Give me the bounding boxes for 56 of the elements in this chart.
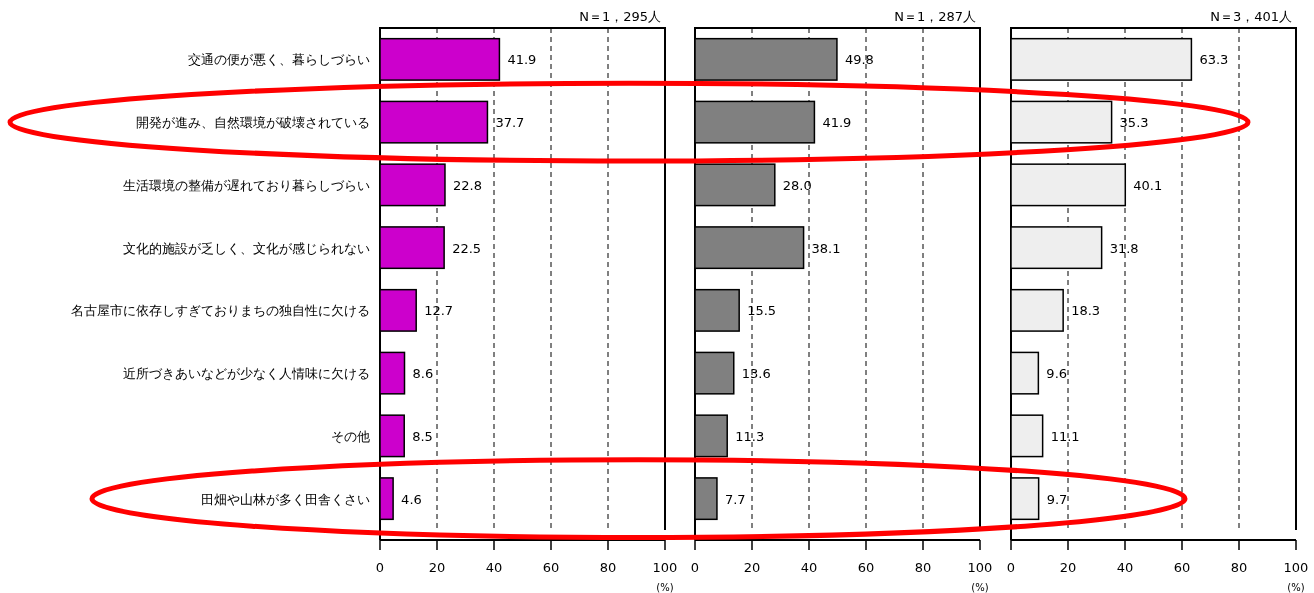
y-tick-label: 名古屋市に依存しすぎておりまちの独自性に欠ける — [71, 303, 370, 319]
x-axis-title: (%) — [1287, 582, 1305, 593]
y-tick-label: 生活環境の整備が遅れており暮らしづらい — [123, 177, 370, 193]
x-tick-label: 0 — [690, 560, 700, 575]
x-tick-label: 60 — [542, 560, 560, 575]
x-tick-label: 20 — [1059, 560, 1077, 575]
x-tick-label: 40 — [800, 560, 818, 575]
data-label: 28.0 — [782, 177, 812, 193]
chart-title: N＝1，287人 — [894, 9, 976, 24]
data-label: 37.7 — [495, 115, 525, 131]
data-label: 31.8 — [1109, 240, 1139, 256]
chart-title: N＝1，295人 — [579, 9, 661, 24]
chart-title: N＝3，401人 — [1210, 9, 1292, 24]
x-axis-title: (%) — [656, 582, 674, 593]
data-label: 41.9 — [822, 115, 852, 131]
x-tick-label: 60 — [1173, 560, 1191, 575]
data-label: 22.8 — [452, 177, 482, 193]
data-label: 22.5 — [452, 240, 482, 256]
x-tick-label: 20 — [428, 560, 446, 575]
y-tick-label: その他 — [331, 428, 370, 444]
x-tick-label: 80 — [1230, 560, 1248, 575]
data-label: 15.5 — [747, 303, 777, 319]
data-label: 41.9 — [507, 52, 537, 68]
data-label: 18.3 — [1071, 303, 1101, 319]
data-label: 13.6 — [741, 366, 771, 382]
data-label: 9.6 — [1046, 366, 1068, 382]
x-tick-label: 100 — [1283, 560, 1309, 575]
data-label: 11.1 — [1050, 428, 1080, 444]
x-tick-label: 0 — [1006, 560, 1016, 575]
x-tick-label: 40 — [1116, 560, 1134, 575]
x-tick-label: 0 — [375, 560, 385, 575]
x-tick-label: 40 — [485, 560, 503, 575]
y-tick-label: 文化的施設が乏しく、文化が感じられない — [123, 240, 370, 256]
data-label: 12.7 — [424, 303, 454, 319]
data-label: 8.6 — [412, 366, 434, 382]
x-tick-label: 80 — [914, 560, 932, 575]
data-label: 35.3 — [1119, 115, 1149, 131]
data-label: 40.1 — [1133, 177, 1163, 193]
data-label: 7.7 — [724, 491, 746, 507]
y-tick-label: 交通の便が悪く、暮らしづらい — [188, 52, 370, 68]
data-label: 63.3 — [1199, 52, 1229, 68]
x-tick-label: 60 — [857, 560, 875, 575]
y-tick-label: 近所づきあいなどが少なく人情味に欠ける — [123, 366, 370, 382]
y-tick-label: 田畑や山林が多く田舎くさい — [201, 491, 370, 507]
data-label: 8.5 — [412, 428, 433, 444]
y-tick-label: 開発が進み、自然環境が破壊されている — [136, 115, 370, 131]
data-label: 49.8 — [844, 52, 874, 68]
x-tick-label: 80 — [599, 560, 617, 575]
x-tick-label: 20 — [743, 560, 761, 575]
data-label: 11.3 — [735, 428, 765, 444]
data-label: 38.1 — [811, 240, 841, 256]
data-label: 9.7 — [1046, 491, 1068, 507]
x-axis-title: (%) — [971, 582, 989, 593]
x-tick-label: 100 — [967, 560, 993, 575]
x-tick-label: 100 — [652, 560, 678, 575]
data-label: 4.6 — [401, 491, 422, 507]
